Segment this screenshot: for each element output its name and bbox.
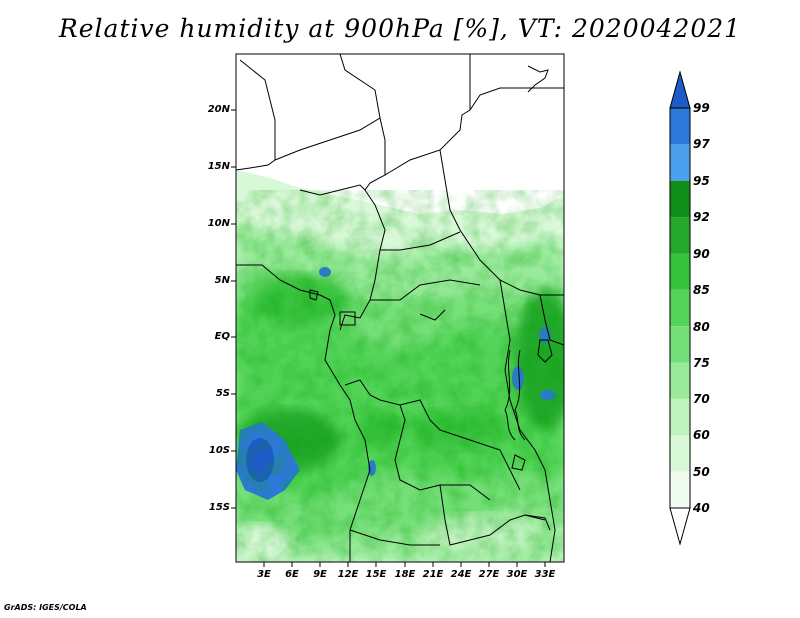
colorbar-cell <box>670 217 690 254</box>
lat-label-5n: 5N <box>214 275 230 286</box>
lon-label-33e: 33E <box>534 569 556 580</box>
colorbar-cell <box>670 398 690 436</box>
colorbar-label-99: 99 <box>693 101 710 115</box>
colorbar-label-40: 40 <box>693 501 710 515</box>
colorbar-cell <box>670 253 690 290</box>
lat-ticks <box>231 109 236 509</box>
colorbar-label-97: 97 <box>693 137 710 151</box>
lon-label-6e: 6E <box>285 569 299 580</box>
colorbar-label-70: 70 <box>693 392 710 406</box>
lat-label-15s: 15S <box>208 502 230 513</box>
lon-label-30e: 30E <box>506 569 528 580</box>
lon-label-24e: 24E <box>450 569 472 580</box>
map-frame <box>235 53 565 563</box>
credit-text: GrADS: IGES/COLA <box>4 603 87 612</box>
lat-label-eq: EQ <box>214 331 230 342</box>
country-borders <box>236 54 564 562</box>
lat-label-15n: 15N <box>207 161 230 172</box>
colorbar-label-75: 75 <box>693 356 710 370</box>
lon-label-12e: 12E <box>337 569 359 580</box>
colorbar-cell <box>670 144 690 181</box>
colorbar <box>669 70 691 546</box>
colorbar-cell <box>670 289 690 327</box>
colorbar-label-92: 92 <box>693 210 710 224</box>
lat-label-10n: 10N <box>207 218 230 229</box>
colorbar-cell <box>670 108 690 145</box>
colorbar-label-80: 80 <box>693 320 710 334</box>
colorbar-bottom-arrow <box>669 507 691 546</box>
lon-label-15e: 15E <box>365 569 387 580</box>
humidity-field <box>236 54 564 562</box>
lon-label-18e: 18E <box>394 569 416 580</box>
colorbar-cell <box>670 180 690 218</box>
lon-label-27e: 27E <box>478 569 500 580</box>
lat-label-20n: 20N <box>207 104 230 115</box>
lat-label-5s: 5S <box>215 388 230 399</box>
map-title: Relative humidity at 900hPa [%], VT: 202… <box>58 14 742 43</box>
colorbar-label-85: 85 <box>693 283 710 297</box>
colorbar-cell <box>670 326 690 363</box>
colorbar-cell <box>670 471 690 508</box>
colorbar-cell <box>670 362 690 399</box>
colorbar-cell <box>670 435 690 472</box>
colorbar-top-arrow <box>669 70 691 109</box>
lon-label-9e: 9E <box>313 569 327 580</box>
lon-label-21e: 21E <box>422 569 444 580</box>
lon-ticks <box>263 562 546 567</box>
colorbar-label-90: 90 <box>693 247 710 261</box>
colorbar-label-95: 95 <box>693 174 710 188</box>
lat-label-10s: 10S <box>208 445 230 456</box>
colorbar-label-50: 50 <box>693 465 710 479</box>
lon-label-3e: 3E <box>257 569 271 580</box>
colorbar-label-60: 60 <box>693 428 710 442</box>
